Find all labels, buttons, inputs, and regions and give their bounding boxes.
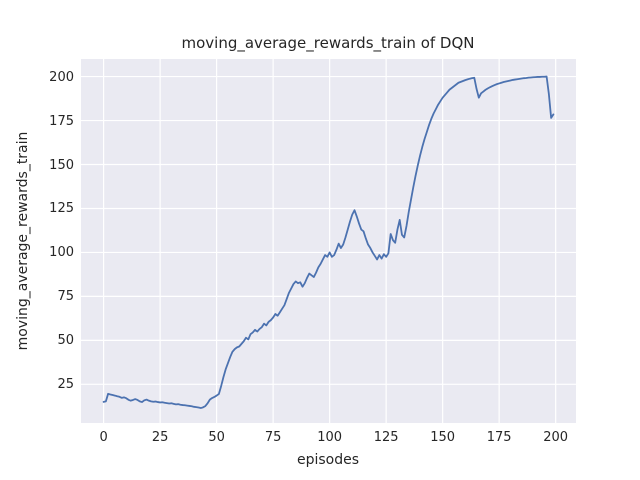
x-tick-label: 0 [99, 430, 108, 445]
chart-svg [81, 59, 576, 423]
x-tick-label: 25 [151, 430, 169, 445]
y-tick-label: 50 [57, 333, 74, 349]
x-tick-label: 175 [486, 430, 512, 445]
x-axis-label: episodes [296, 452, 360, 468]
x-tick-label: 75 [264, 430, 282, 445]
x-tick-label: 100 [317, 430, 343, 445]
x-tick-label: 200 [543, 430, 569, 445]
x-tick-label: 50 [208, 430, 225, 445]
x-tick-label: 150 [430, 430, 456, 445]
plot-area [81, 59, 576, 423]
y-tick-label: 75 [57, 289, 74, 305]
data-line [102, 75, 555, 409]
y-tick-label: 175 [49, 113, 74, 129]
y-tick-label: 25 [57, 377, 74, 393]
chart-title: moving_average_rewards_train of DQN [181, 34, 475, 52]
x-tick-label: 125 [373, 430, 399, 445]
y-tick-label: 150 [49, 157, 74, 173]
y-axis-label: moving_average_rewards_train [15, 131, 31, 351]
y-tick-label: 200 [49, 69, 74, 85]
y-tick-label: 125 [49, 201, 74, 217]
y-tick-label: 100 [49, 245, 74, 261]
